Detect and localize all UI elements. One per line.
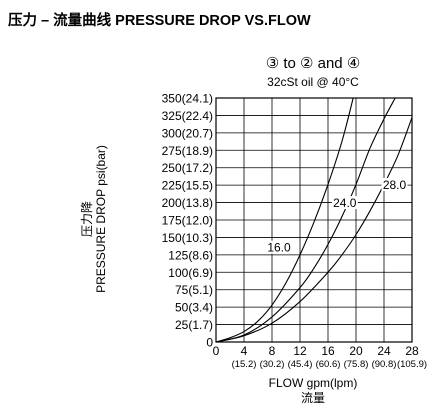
plot-frame — [215, 97, 413, 343]
x-secondary-tick-label: (90.8) — [372, 359, 397, 370]
series-label-bg — [266, 240, 292, 254]
series-line-24.0 — [216, 98, 396, 342]
y-tick-label: 150(10.3) — [162, 231, 213, 245]
y-tick-label: 250(17.2) — [162, 161, 213, 175]
x-tick-label: 4 — [241, 344, 248, 358]
y-tick-label: 100(6.9) — [168, 266, 213, 280]
x-axis-label-en: FLOW gpm(lpm) — [268, 376, 358, 390]
x-tick-label: 0 — [213, 344, 220, 358]
x-secondary-tick-label: (30.2) — [260, 359, 285, 370]
x-secondary-tick-label: (15.2) — [232, 359, 257, 370]
y-tick-label: 350(24.1) — [162, 92, 213, 106]
x-tick-label: 12 — [293, 344, 307, 358]
y-tick-label: 50(3.4) — [175, 301, 213, 315]
x-axis-label: FLOW gpm(lpm) 流量 — [213, 376, 413, 406]
series-label-bg — [381, 177, 408, 191]
series-label: 24.0 — [333, 196, 357, 210]
y-tick-label: 75(5.1) — [175, 283, 213, 297]
x-tick-label: 24 — [377, 344, 391, 358]
y-tick-label: 200(13.8) — [162, 196, 213, 210]
x-tick-label: 20 — [349, 344, 363, 358]
series-line-28.0 — [216, 117, 412, 342]
series-line-16.0 — [216, 98, 354, 342]
series-label: 16.0 — [267, 241, 291, 255]
series-label: 28.0 — [383, 178, 407, 192]
y-tick-label: 275(18.9) — [162, 144, 213, 158]
y-tick-label: 300(20.7) — [162, 126, 213, 140]
x-tick-label: 28 — [405, 344, 419, 358]
x-secondary-tick-label: (75.8) — [344, 359, 369, 370]
x-secondary-tick-label: (60.6) — [316, 359, 341, 370]
x-tick-label: 8 — [269, 344, 276, 358]
x-secondary-tick-label: (105.9) — [397, 359, 427, 370]
series-label-bg — [331, 196, 358, 210]
x-tick-label: 16 — [321, 344, 335, 358]
y-tick-label: 25(1.7) — [175, 318, 213, 332]
x-axis-label-cn: 流量 — [300, 391, 325, 405]
y-tick-label: 125(8.6) — [168, 248, 213, 262]
y-tick-label: 325(22.4) — [162, 109, 213, 123]
y-tick-label: 0 — [206, 336, 213, 350]
y-tick-label: 225(15.5) — [162, 179, 213, 193]
chart-title: ③ to ② and ④ — [265, 55, 361, 72]
page-title: 压力 – 流量曲线 PRESSURE DROP VS.FLOW — [8, 13, 311, 29]
y-tick-label: 175(12.0) — [162, 214, 213, 228]
x-secondary-tick-label: (45.4) — [288, 359, 313, 370]
chart-subtitle: 32cSt oil @ 40°C — [267, 75, 359, 89]
